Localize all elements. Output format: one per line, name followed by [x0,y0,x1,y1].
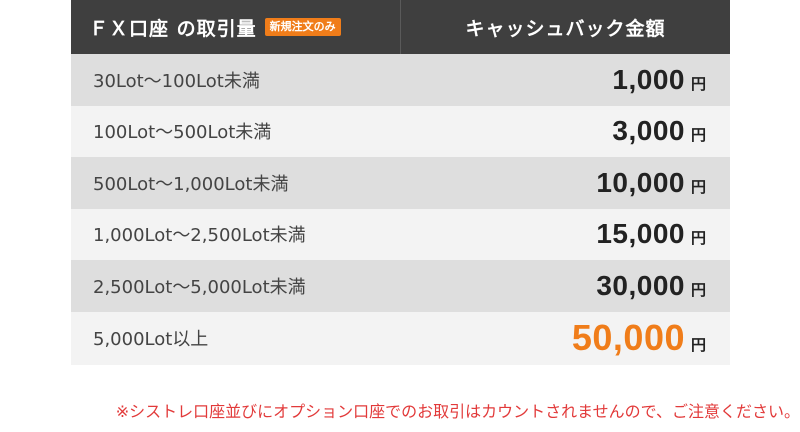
disclaimer-note: ※シストレ口座並びにオプション口座でのお取引はカウントされませんので、ご注意くだ… [115,402,800,421]
cashback-amount-cell: 15,000 円 [401,218,730,250]
yen-unit: 円 [690,74,706,93]
cashback-amount-cell: 30,000 円 [401,270,730,302]
table-row: 30Lot〜100Lot未満 1,000 円 [71,54,730,106]
table-header: ＦＸ口座 の取引量 新規注文のみ キャッシュバック金額 [71,0,730,54]
yen-unit: 円 [690,126,706,145]
cashback-amount: 15,000 [596,218,685,250]
table-row: 500Lot〜1,000Lot未満 10,000 円 [71,157,730,209]
yen-unit: 円 [690,177,706,196]
table-row: 2,500Lot〜5,000Lot未満 30,000 円 [71,260,730,312]
cashback-amount: 1,000 [612,63,685,95]
table-row: 1,000Lot〜2,500Lot未満 15,000 円 [71,208,730,260]
cashback-amount-cell: 50,000 円 [401,317,730,359]
cashback-amount-cell: 10,000 円 [401,167,730,199]
header-cashback-label: キャッシュバック金額 [465,17,666,40]
cashback-amount-cell: 1,000 円 [401,64,730,96]
lot-range: 500Lot〜1,000Lot未満 [93,173,289,195]
cashback-amount: 10,000 [596,166,685,198]
cashback-amount-cell: 3,000 円 [401,115,730,147]
table-row: 5,000Lot以上 50,000 円 [71,311,730,365]
lot-range: 2,500Lot〜5,000Lot未満 [93,276,306,298]
lot-range: 1,000Lot〜2,500Lot未満 [93,225,306,247]
yen-unit: 円 [690,336,706,354]
header-volume-cell: ＦＸ口座 の取引量 新規注文のみ [71,0,401,54]
new-orders-only-badge: 新規注文のみ [264,18,341,36]
yen-unit: 円 [690,280,706,299]
yen-unit: 円 [690,229,706,248]
table-row: 100Lot〜500Lot未満 3,000 円 [71,105,730,157]
cashback-table: ＦＸ口座 の取引量 新規注文のみ キャッシュバック金額 30Lot〜100Lot… [71,0,730,365]
lot-range: 5,000Lot以上 [93,329,209,350]
cashback-amount: 3,000 [612,115,685,147]
lot-range: 30Lot〜100Lot未満 [93,70,260,92]
cashback-amount-highlight: 50,000 [571,317,685,358]
lot-range: 100Lot〜500Lot未満 [93,122,272,144]
header-volume-label: ＦＸ口座 の取引量 [89,17,257,40]
cashback-amount: 30,000 [596,269,685,301]
